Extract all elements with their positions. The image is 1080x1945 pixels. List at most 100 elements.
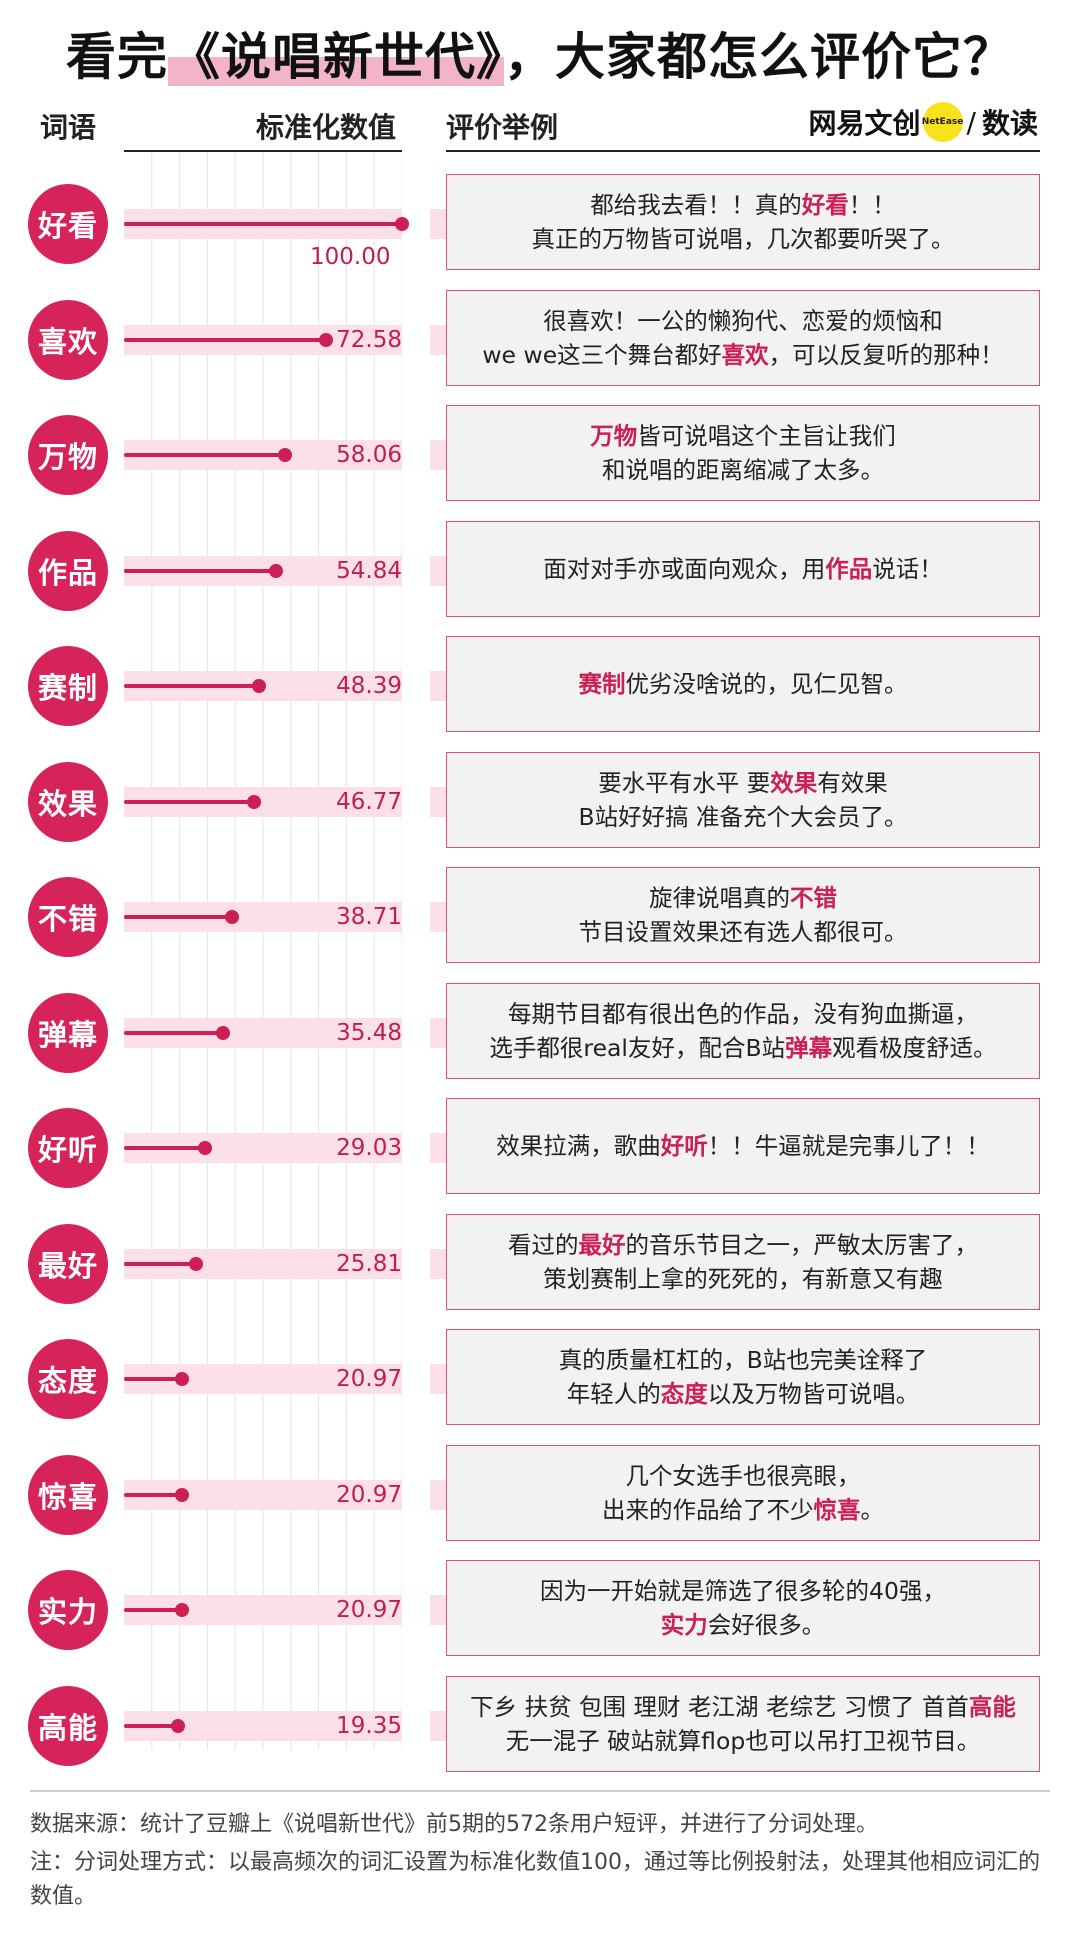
review-line: 和说唱的距离缩减了太多。 xyxy=(602,453,884,487)
review-card: 旋律说唱真的不错 节目设置效果还有选人都很可。 xyxy=(446,867,1040,963)
review-text: 看过的 xyxy=(508,1230,579,1259)
review-line: 面对对手亦或面向观众，用作品说话！ xyxy=(543,552,943,586)
review-keyword: 好看 xyxy=(801,191,849,219)
chart-row: 惊喜 20.97 几个女选手也很亮眼， 出来的作品给了不少惊喜。 xyxy=(0,1444,1080,1545)
review-text: 面对对手亦或面向观众，用 xyxy=(543,554,826,583)
review-line: 都给我去看！！真的好看！！ xyxy=(590,188,896,222)
connector-tab xyxy=(430,1364,446,1394)
category-label: 惊喜 xyxy=(28,1454,108,1535)
connector-tab xyxy=(430,1248,446,1279)
review-keyword: 喜欢 xyxy=(721,340,769,369)
chart-row: 效果 46.77 要水平有水平 要效果有效果 B站好好搞 准备充个大会员了。 xyxy=(0,751,1080,852)
bar-end-dot xyxy=(197,1141,212,1155)
review-card: 下乡 扶贫 包围 理财 老江湖 老综艺 习惯了 首首高能无一混子 破站就算flo… xyxy=(446,1675,1040,1772)
review-keyword: 作品 xyxy=(825,554,873,583)
review-text: 有效果 xyxy=(817,768,888,797)
bar-end-dot xyxy=(318,332,333,347)
chart-row: 作品 54.84 面对对手亦或面向观众，用作品说话！ xyxy=(0,520,1080,621)
review-line: 实力会好很多。 xyxy=(661,1608,826,1642)
review-text: 选手都很real友好，配合B站 xyxy=(489,1033,786,1062)
review-card: 万物皆可说唱这个主旨让我们 和说唱的距离缩减了太多。 xyxy=(446,405,1040,501)
review-line: 年轻人的态度以及万物皆可说唱。 xyxy=(567,1377,920,1411)
bar xyxy=(124,1261,196,1266)
connector-tab xyxy=(430,1595,446,1625)
chart-row: 万物 58.06 万物皆可说唱这个主旨让我们 和说唱的距离缩减了太多。 xyxy=(0,405,1080,505)
bar xyxy=(124,453,286,457)
review-text: 以及万物皆可说唱。 xyxy=(707,1380,920,1408)
review-line: 要水平有水平 要效果有效果 xyxy=(598,766,887,800)
review-keyword: 实力 xyxy=(660,1611,708,1639)
review-text: 要水平有水平 要 xyxy=(598,768,771,797)
review-text: 会好很多。 xyxy=(707,1611,826,1639)
chart-row: 赛制 48.39 赛制优劣没啥说的，见仁见智。 xyxy=(0,636,1080,736)
review-line: 旋律说唱真的不错 xyxy=(649,881,837,915)
footer-divider xyxy=(30,1790,1050,1792)
brand-logo: 网易文创 NetEase / 数读 xyxy=(809,100,1038,144)
review-keyword: 惊喜 xyxy=(813,1495,861,1524)
review-text: 策划赛制上拿的死死的，有新意又有趣 xyxy=(543,1264,943,1293)
review-card: 很喜欢！一公的懒狗代、恋爱的烦恼和 we we这三个舞台都好喜欢，可以反复听的那种… xyxy=(446,289,1040,386)
category-label: 好听 xyxy=(28,1108,108,1188)
footer-source: 数据来源：统计了豆瓣上《说唱新世代》前5期的572条用户短评，并进行了分词处理。 xyxy=(30,1812,878,1837)
review-text: 很喜欢！一公的懒狗代、恋爱的烦恼和 xyxy=(543,306,943,335)
review-text: 。 xyxy=(860,1495,885,1524)
review-text: 效果拉满，歌曲 xyxy=(496,1132,661,1160)
connector-tab xyxy=(430,1133,446,1163)
bar-end-dot xyxy=(269,563,284,578)
value-label: 48.39 xyxy=(336,673,402,699)
chart-row: 不错 38.71 旋律说唱真的不错 节目设置效果还有选人都很可。 xyxy=(0,867,1080,967)
review-card: 几个女选手也很亮眼， 出来的作品给了不少惊喜。 xyxy=(446,1444,1040,1541)
review-line: 因为一开始就是筛选了很多轮的40强， xyxy=(540,1574,946,1608)
chart-row: 好听 29.03 效果拉满，歌曲好听！！牛逼就是完事儿了！！ xyxy=(0,1098,1080,1198)
bar xyxy=(124,222,402,226)
bar xyxy=(124,1723,178,1728)
review-keyword: 最好 xyxy=(578,1230,626,1259)
category-label: 实力 xyxy=(28,1570,108,1650)
bar-end-dot xyxy=(175,1487,190,1502)
review-card: 赛制优劣没啥说的，见仁见智。 xyxy=(446,636,1040,732)
category-label: 最好 xyxy=(28,1223,108,1304)
category-label: 作品 xyxy=(28,530,108,611)
bar xyxy=(124,1377,183,1381)
review-line: 看过的最好的音乐节目之一，严敏太厉害了， xyxy=(508,1228,978,1262)
review-text: 优劣没啥说的，见仁见智。 xyxy=(625,670,908,698)
review-card: 效果拉满，歌曲好听！！牛逼就是完事儿了！！ xyxy=(446,1098,1040,1194)
review-keyword: 效果 xyxy=(770,768,818,797)
bar xyxy=(124,1030,223,1035)
value-label: 58.06 xyxy=(336,442,402,468)
brand-slash: / xyxy=(966,105,976,139)
review-line: 节目设置效果还有选人都很可。 xyxy=(579,915,908,949)
bar-end-dot xyxy=(224,910,239,924)
review-line: 几个女选手也很亮眼， xyxy=(626,1459,861,1493)
header-rule-review xyxy=(446,150,1040,152)
page-title: 看完《说唱新世代》，大家都怎么评价它？ xyxy=(0,22,1080,92)
review-text: 年轻人的 xyxy=(566,1380,661,1408)
review-keyword: 高能 xyxy=(968,1692,1016,1721)
review-text: 旋律说唱真的 xyxy=(649,884,790,912)
chart-row: 最好 25.81 看过的最好的音乐节目之一，严敏太厉害了， 策划赛制上拿的死死的，有新… xyxy=(0,1213,1080,1314)
bar-end-dot xyxy=(175,1603,190,1617)
review-line: 赛制优劣没啥说的，见仁见智。 xyxy=(579,667,908,701)
connector-tab xyxy=(430,1479,446,1510)
bar-end-dot xyxy=(188,1256,203,1271)
review-line: 选手都很real友好，配合B站弹幕观看极度舒适。 xyxy=(489,1031,996,1065)
review-keyword: 态度 xyxy=(660,1380,708,1408)
review-text: we we这三个舞台都好 xyxy=(482,340,722,369)
footer-note: 注：分词处理方式：以最高频次的词汇设置为标准化数值100，通过等比例投射法，处理… xyxy=(30,1850,1040,1909)
review-text: ！！ xyxy=(848,191,896,219)
connector-tab xyxy=(430,786,446,817)
value-label: 35.48 xyxy=(336,1019,402,1046)
review-line: 无一混子 破站就算flop也可以吊打卫视节目。 xyxy=(506,1724,981,1758)
value-label: 100.00 xyxy=(310,244,391,270)
value-label: 19.35 xyxy=(336,1712,402,1739)
category-label: 高能 xyxy=(28,1685,108,1766)
value-label: 25.81 xyxy=(336,1250,402,1277)
review-line: 真的质量杠杠的，B站也完美诠释了 xyxy=(559,1343,928,1377)
review-line: B站好好搞 准备充个大会员了。 xyxy=(578,800,907,834)
category-label: 喜欢 xyxy=(28,299,108,380)
value-label: 20.97 xyxy=(336,1366,402,1392)
value-label: 72.58 xyxy=(336,326,402,353)
review-text: 无一混子 破站就算flop也可以吊打卫视节目。 xyxy=(505,1726,981,1755)
review-text: 下乡 扶贫 包围 理财 老江湖 老综艺 习惯了 首首 xyxy=(470,1692,969,1721)
review-text: 都给我去看！！真的 xyxy=(590,191,802,219)
